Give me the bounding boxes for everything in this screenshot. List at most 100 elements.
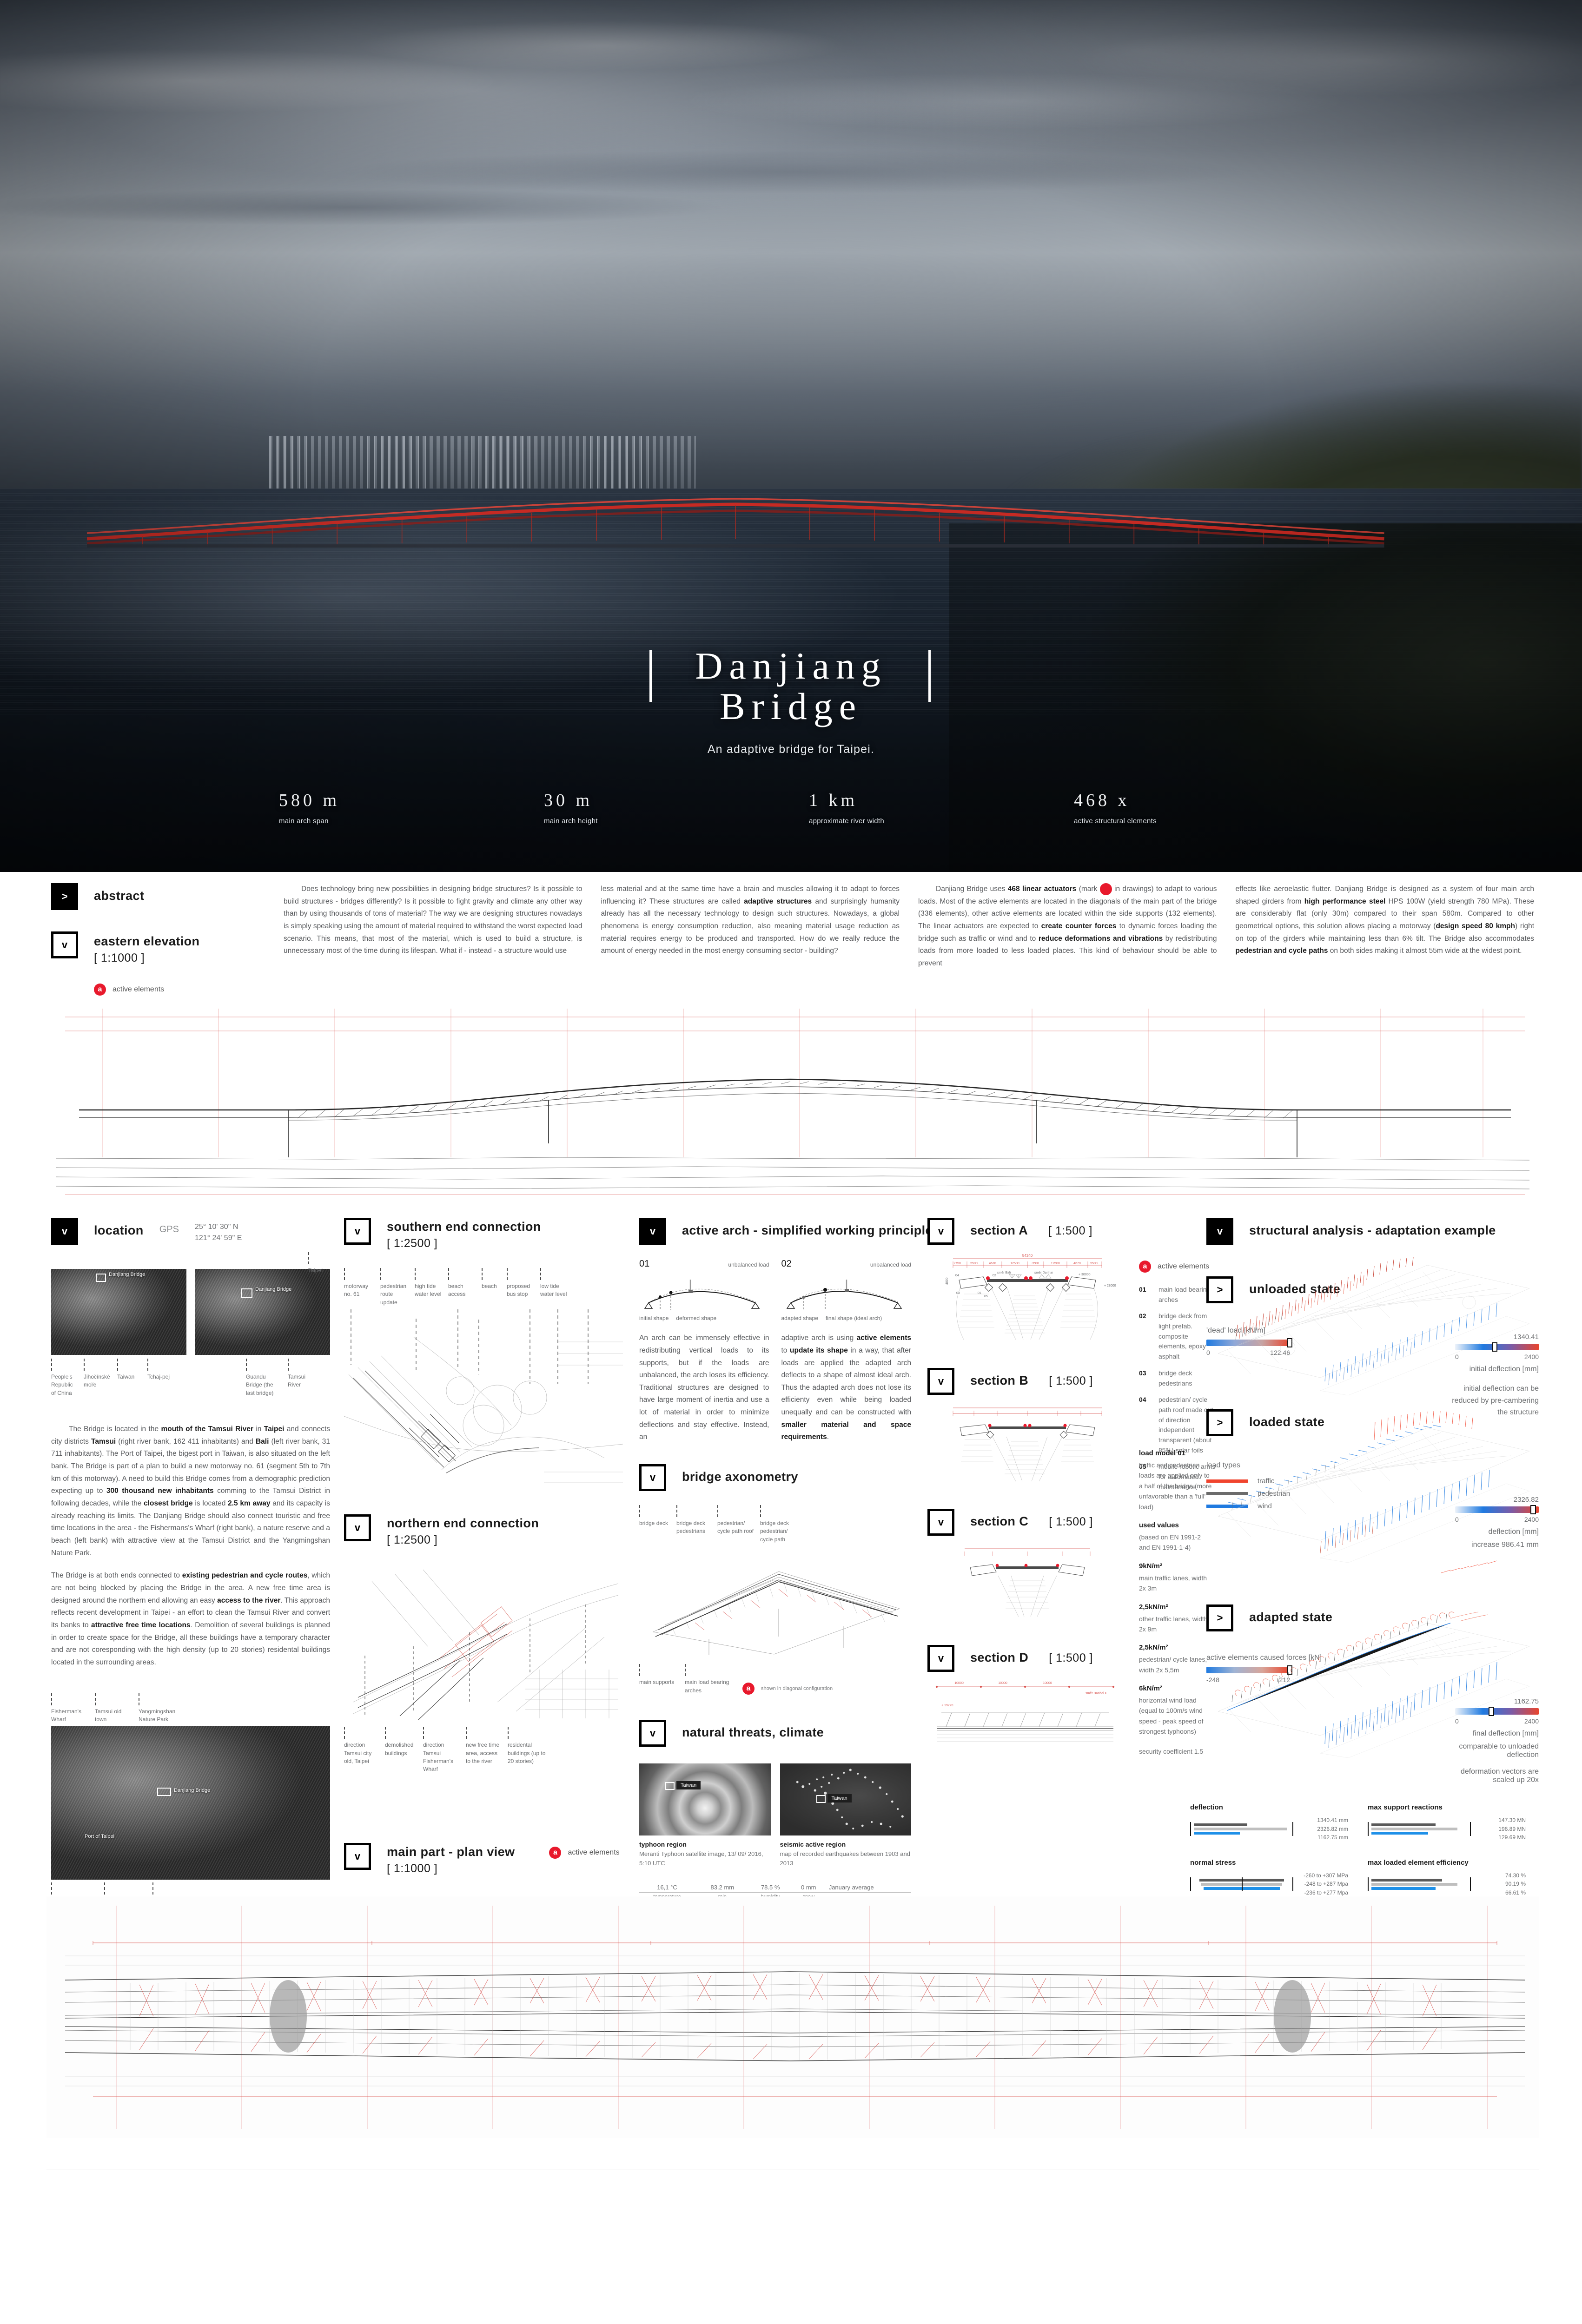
scale-handle[interactable] [1492,1342,1498,1352]
adapted-fem-render[interactable] [1209,1604,1534,1786]
section-c-drawing[interactable] [927,1542,1127,1621]
svg-text:05: 05 [984,1295,988,1298]
svg-text:12500: 12500 [1010,1262,1019,1265]
southern-end-drawing[interactable] [344,1309,623,1491]
seismic-block: Taiwan seismic active region map of reco… [780,1763,911,1868]
typhoon-satellite-image[interactable]: Taiwan [639,1763,771,1836]
svg-text:4670: 4670 [989,1262,996,1265]
section-d-block: v section D [ 1:500 ] 10000 10000 10000 [927,1645,1127,1750]
natural-threats-label: natural threats, climate [682,1725,824,1740]
chart-value: -260 to +307 MPa [1304,1872,1348,1879]
adapted-state-block: > adapted state active elements caused f… [1139,1604,1539,1790]
chevron-down-icon: v [639,1464,666,1492]
section-d-direction: směr Danhai > [1086,1692,1107,1695]
load-value-text: pedestrian/ cycle lanes, width 2x 5,5m [1139,1656,1207,1674]
bar-unloaded [1371,1823,1436,1826]
chevron-right-icon: > [51,883,78,910]
natural-threats-heading: v natural threats, climate [639,1720,911,1747]
active-forces-min: -248 [1206,1676,1220,1684]
final-deflection-title: final deflection [mm] [1472,1730,1539,1737]
callout: low tide water level [540,1268,569,1307]
scale-handle[interactable] [1287,1665,1292,1675]
map-label: Jihočínské moře [84,1359,113,1397]
seismic-map-image[interactable]: Taiwan [780,1763,911,1836]
active-element-badge-icon: a [549,1847,562,1859]
chevron-right-icon: > [1206,1276,1233,1303]
load-type-item: traffic [1206,1477,1313,1485]
callout: beach [482,1268,502,1307]
loaded-note: increase 986.41 mm [1471,1541,1539,1549]
scale-handle[interactable] [1489,1707,1494,1716]
chevron-down-icon: v [1206,1218,1233,1245]
stat-caption: approximate river width [809,817,884,825]
structural-heading: v structural analysis - adaptation examp… [1206,1218,1539,1245]
element-text: bridge deck from light prefab. composite… [1158,1312,1207,1360]
axo-legend-text: shown in diagonal configuration [761,1686,833,1692]
arch-diagram-01-svg [644,1280,760,1310]
element-number: 04 [1139,1396,1146,1404]
load-model-text: traffic and pedestrian loads are applied… [1139,1461,1212,1511]
stat-item: 1 km approximate river width [809,790,1074,825]
gps-latitude: 25° 10' 30" N [194,1223,238,1231]
map-taipei-label: Taipei [308,1252,323,1274]
axonometry-label: bridge axonometry [682,1470,798,1484]
map-taiwan-image[interactable] [51,1269,186,1355]
seismic-caption: map of recorded earthquakes between 1903… [780,1850,910,1867]
map-marker-box [816,1795,826,1803]
callout: direction Tamsui Fisherman's Wharf [423,1727,460,1774]
deflection-min: 0 [1455,1717,1459,1725]
climate-value: 16,1 °C [657,1884,677,1891]
used-values-text: (based on EN 1991-2 and EN 1991-1-4) [1139,1533,1201,1552]
section-c-label: section C [970,1514,1029,1528]
unloaded-note: initial deflection can be reduced by pre… [1452,1385,1539,1417]
hero-title-line2: Bridge [719,685,863,727]
arch-text-1: An arch can be immensely effective in re… [639,1334,769,1441]
abstract-col-3: Danjiang Bridge uses 468 linear actuator… [918,883,1217,996]
unloaded-state-block: a active elements 01 main load bearing a… [1139,1256,1539,1491]
bar-loaded [1371,1827,1458,1830]
axonometry-drawing[interactable] [639,1544,911,1660]
axo-callout: main load bearing arches [685,1664,736,1695]
map-tamsui-image[interactable] [195,1269,330,1355]
arch-diagrams: 01 unbalanced load initial shape de [639,1259,911,1322]
element-list-item: 02 bridge deck from light prefab. compos… [1139,1311,1218,1361]
section-a-scale: [ 1:500 ] [1048,1224,1092,1237]
diagram-load-label: unbalanced load [728,1261,769,1268]
section-a-drawing[interactable]: 54340 2750 5500 4670 12500 3500 12500 4670 55… [927,1251,1127,1344]
northern-end-drawing[interactable] [344,1563,623,1721]
load-value-item: 6kN/m² horizontal wind load (equal to 10… [1139,1684,1213,1737]
area-highlights-map[interactable]: Danjiang Bridge Port of Taipei [51,1726,330,1880]
section-d-drawing[interactable]: 10000 10000 10000 směr Danhai > + 19720 [927,1678,1127,1748]
abstract-col-2: less material and at the same time have … [601,885,900,955]
arch-label: deformed shape [676,1315,717,1321]
diagram-number: 01 [639,1259,650,1269]
loaded-state-block: load model 01 traffic and pedestrian loa… [1139,1409,1539,1755]
arch-text-2: adaptive arch is using active elements t… [781,1334,912,1441]
callout: high tide water level [415,1268,443,1307]
section-b-block: v section B [ 1:500 ] [927,1368,1127,1487]
callout: direction Tamsui city old, Taipei [344,1727,379,1774]
bar-adapted [1371,1887,1436,1890]
main-part-plan-view[interactable] [46,1896,1539,2138]
svg-text:4800: 4800 [946,1277,949,1285]
unloaded-left-col: a active elements 01 main load bearing a… [1139,1261,1218,1499]
section-c-block: v section C [ 1:500 ] [927,1509,1127,1624]
map-label: Guandu Bridge (the last bridge) [246,1359,282,1397]
scale-handle[interactable] [1530,1505,1536,1514]
bar-unloaded [1199,1878,1284,1882]
northern-end-heading: v northern end connection [ 1:2500 ] [344,1514,623,1547]
load-type-label: wind [1258,1502,1272,1510]
adapted-note-2: deformation vectors are scaled up 20x [1460,1768,1539,1784]
section-b-drawing[interactable] [927,1401,1127,1485]
loaded-fem-render[interactable] [1209,1409,1534,1591]
adapted-deflection-scale: 1162.75 0 2400 final deflection [mm] com… [1441,1697,1539,1784]
title-rule-left [649,650,652,702]
traffic-swatch [1206,1479,1248,1483]
load-value-key: 2,5kN/m² [1139,1603,1168,1611]
used-values-title: used values [1139,1521,1179,1529]
unloaded-fem-render[interactable] [1209,1256,1534,1395]
stat-value: 468 x [1074,791,1130,810]
seismic-taiwan-tag: Taiwan [827,1794,852,1803]
chart-value: 147.30 MN [1498,1817,1526,1823]
area-highlight-labels: Fisherman's Wharf Tamsui old town Yangmi… [51,1693,330,1724]
